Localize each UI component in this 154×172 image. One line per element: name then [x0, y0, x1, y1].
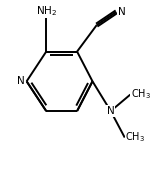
Text: NH$_2$: NH$_2$ — [36, 4, 57, 18]
Text: CH$_3$: CH$_3$ — [131, 88, 151, 101]
Text: N: N — [107, 106, 115, 116]
Text: CH$_3$: CH$_3$ — [126, 131, 145, 144]
Text: N: N — [118, 7, 126, 17]
Text: N: N — [17, 76, 24, 86]
